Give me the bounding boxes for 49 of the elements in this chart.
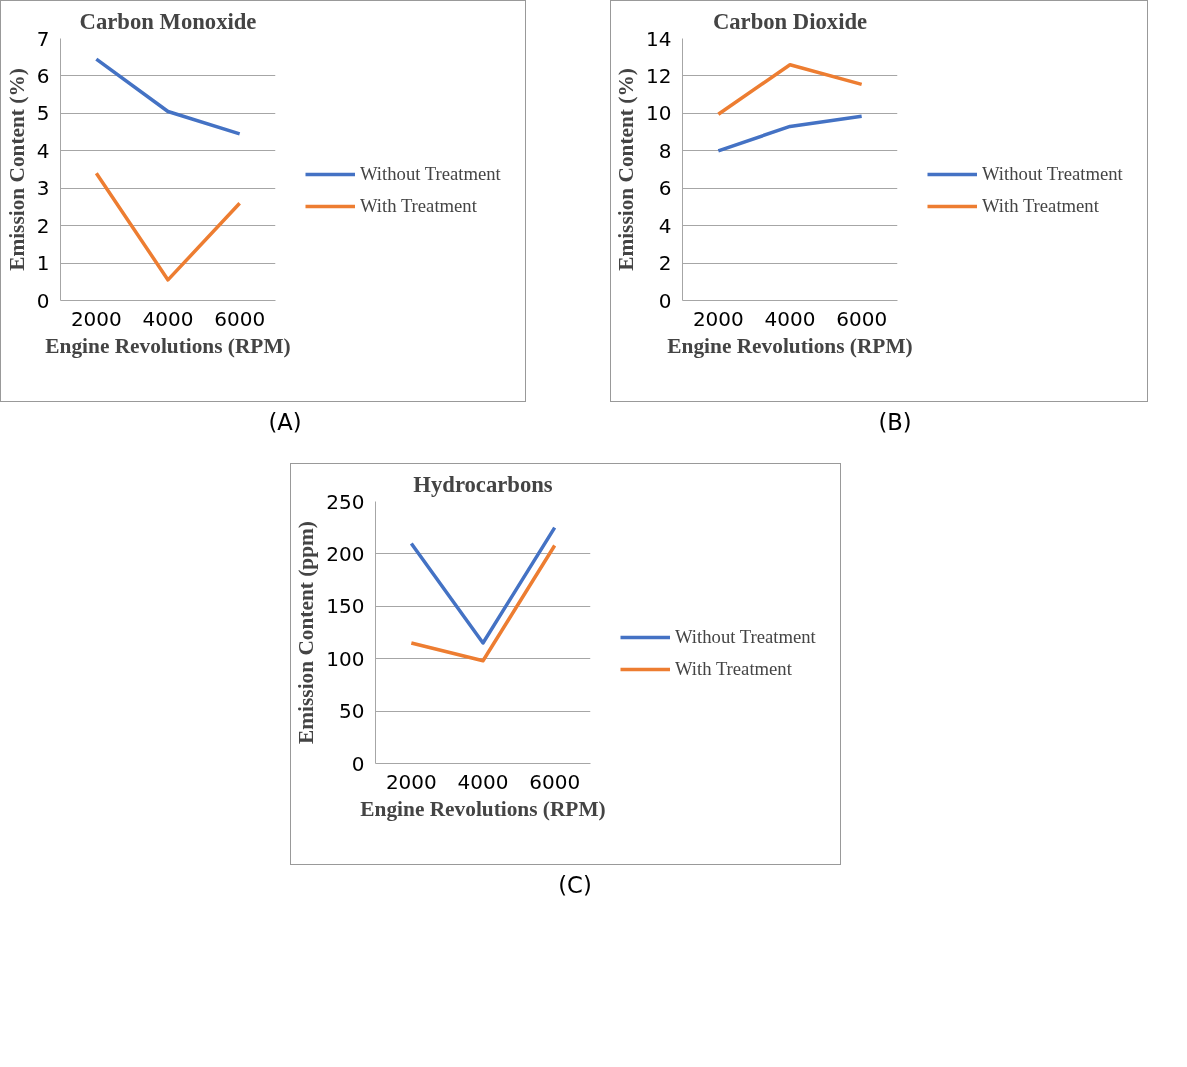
y-tick-label: 6 (36, 63, 50, 88)
y-tick-label: 0 (658, 288, 672, 313)
legend-label: Without Treatment (982, 162, 1123, 185)
x-tick-label: 6000 (529, 769, 581, 794)
y-tick-label: 10 (646, 101, 672, 126)
chart-title: Carbon Monoxide (79, 8, 257, 34)
text: (A) (268, 408, 302, 437)
chart-title: Carbon Dioxide (712, 8, 868, 34)
legend-label: With Treatment (675, 657, 792, 680)
x-tick-label: 6000 (214, 306, 266, 331)
x-axis-title: Engine Revolutions (RPM) (667, 333, 913, 358)
y-tick-label: 2 (658, 251, 672, 276)
y-tick-label: 150 (326, 594, 365, 619)
x-tick-label: 2000 (70, 306, 122, 331)
y-tick-label: 250 (326, 489, 365, 514)
y-tick-label: 100 (326, 647, 365, 672)
y-axis-title: Emission Content (%) (4, 68, 29, 271)
legend-label: With Treatment (982, 194, 1099, 217)
x-tick-label: 2000 (385, 769, 437, 794)
y-axis-title: Emission Content (ppm) (294, 521, 319, 745)
y-tick-label: 5 (36, 101, 50, 126)
x-axis-title: Engine Revolutions (RPM) (45, 333, 291, 358)
legend-label: With Treatment (360, 194, 477, 217)
y-tick-label: 3 (36, 176, 50, 201)
y-tick-label: 0 (351, 751, 365, 776)
y-tick-label: 2 (36, 213, 50, 238)
y-tick-label: 0 (36, 288, 50, 313)
y-tick-label: 200 (326, 542, 365, 567)
y-tick-label: 4 (36, 138, 50, 163)
legend-label: Without Treatment (675, 625, 816, 648)
y-tick-label: 7 (36, 26, 50, 51)
x-tick-label: 4000 (764, 306, 816, 331)
text: (C) (558, 871, 592, 901)
x-tick-label: 4000 (457, 769, 509, 794)
x-tick-label: 6000 (836, 306, 888, 331)
y-tick-label: 4 (658, 213, 672, 238)
y-axis-title: Emission Content (%) (614, 68, 639, 271)
y-tick-label: 12 (646, 63, 672, 88)
y-tick-label: 50 (339, 699, 365, 724)
legend-label: Without Treatment (360, 162, 501, 185)
y-tick-label: 14 (646, 26, 672, 51)
y-tick-label: 6 (658, 176, 672, 201)
text: (B) (878, 408, 912, 437)
chart-title: Hydrocarbons (413, 471, 553, 497)
x-axis-title: Engine Revolutions (RPM) (360, 796, 606, 821)
y-tick-label: 8 (658, 138, 672, 163)
y-tick-label: 1 (36, 251, 50, 276)
x-tick-label: 4000 (142, 306, 194, 331)
x-tick-label: 2000 (692, 306, 744, 331)
